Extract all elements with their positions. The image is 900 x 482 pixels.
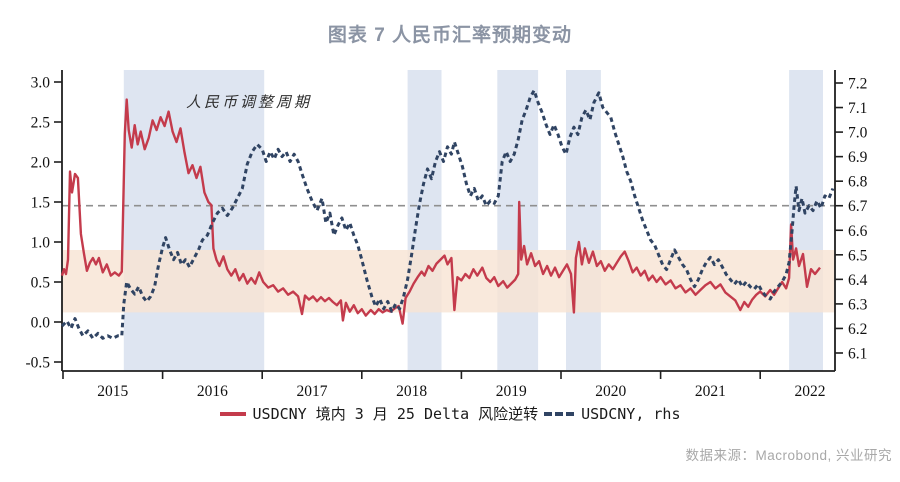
- tick-label: 6.4: [848, 272, 868, 289]
- tick-label: 7.2: [848, 76, 867, 93]
- legend-item-usdcny: USDCNY, rhs: [544, 405, 680, 423]
- legend-item-risk-reversal: USDCNY 境内 3 月 25 Delta 风险逆转: [219, 403, 539, 424]
- tick-label: 2015: [97, 383, 128, 400]
- shaded-period-band: [407, 70, 442, 371]
- chart-title: 图表 7 人民币汇率预期变动: [327, 25, 573, 46]
- tick-label: 2021: [695, 383, 726, 400]
- tick-label: 6.5: [848, 247, 868, 264]
- legend-swatch-dashed-line: [544, 411, 575, 416]
- shaded-period-band: [789, 70, 823, 371]
- tick-label: 6.9: [848, 149, 868, 166]
- data-source: 数据来源：Macrobond, 兴业研究: [685, 448, 892, 463]
- tick-label: 0.0: [31, 315, 51, 332]
- legend-label-risk-reversal: USDCNY 境内 3 月 25 Delta 风险逆转: [252, 405, 539, 423]
- annotation-rmb-adjustment-cycle: 人民币调整周期: [186, 93, 313, 111]
- tick-label: 7.1: [848, 100, 867, 117]
- tick-label: 1.5: [31, 195, 51, 212]
- tick-label: 2016: [197, 383, 228, 400]
- tick-label: 6.8: [848, 174, 868, 191]
- tick-label: 1.0: [31, 235, 51, 252]
- tick-label: 7.0: [848, 125, 868, 142]
- highlight-band: [62, 250, 835, 313]
- legend: USDCNY 境内 3 月 25 Delta 风险逆转 USDCNY, rhs: [0, 403, 900, 424]
- shaded-period-band: [123, 70, 265, 371]
- series-usdcny-spot: [60, 88, 835, 340]
- series-risk-reversal: [60, 98, 821, 325]
- tick-label: 2.5: [31, 115, 51, 132]
- tick-label: 6.7: [848, 198, 868, 215]
- tick-label: 2022: [795, 383, 826, 400]
- tick-label: 2018: [396, 383, 427, 400]
- tick-label: 6.3: [848, 296, 868, 313]
- tick-label: 6.2: [848, 321, 867, 338]
- tick-label: 3.0: [31, 75, 51, 92]
- tick-label: 0.5: [31, 275, 51, 292]
- tick-label: 6.1: [848, 345, 867, 362]
- tick-label: 2020: [595, 383, 626, 400]
- shaded-period-band: [497, 70, 539, 371]
- tick-label: 6.6: [848, 223, 868, 240]
- tick-label: 2.0: [31, 155, 51, 172]
- tick-label: -0.5: [25, 355, 50, 372]
- shaded-period-band: [566, 70, 601, 371]
- tick-label: 2017: [297, 383, 328, 400]
- legend-swatch-solid-line: [219, 411, 246, 416]
- legend-label-usdcny: USDCNY, rhs: [581, 404, 681, 423]
- tick-label: 2019: [496, 383, 527, 400]
